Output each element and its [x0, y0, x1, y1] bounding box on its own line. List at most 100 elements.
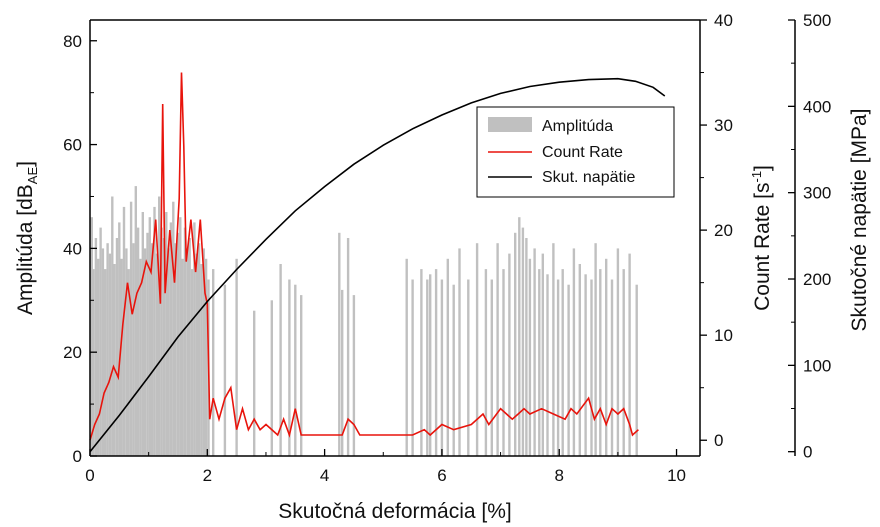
count-rate-axis-sup: -1: [749, 171, 764, 183]
amplitude-axis-ticks: 0 20 40 60 80: [63, 32, 97, 466]
stress-tick-label: 100: [803, 356, 831, 375]
amplitude-bar: [97, 258, 100, 456]
x-axis-title: Skutočná deformácia [%]: [278, 500, 511, 523]
count-rate-tick-label: 40: [714, 11, 733, 30]
count-rate-tick-label: 10: [714, 326, 733, 345]
amplitude-bar: [132, 243, 135, 456]
amplitude-bar: [162, 238, 166, 456]
amplitude-bar: [420, 269, 423, 456]
amplitude-bar: [584, 274, 587, 456]
amplitude-bar: [541, 253, 544, 456]
amplitude-bar: [514, 232, 517, 456]
amplitude-bar: [467, 279, 470, 456]
stress-tick-label: 200: [803, 270, 831, 289]
x-tick-label: 6: [437, 466, 446, 485]
amplitude-bar: [538, 269, 541, 456]
count-rate-line: [89, 72, 639, 441]
amplitude-bar: [508, 253, 511, 456]
amplitude-bar: [572, 248, 576, 456]
count-rate-axis-ticks: 0 10 20 30 40: [700, 11, 733, 450]
amplitude-bar: [567, 284, 570, 456]
amplitude-bar: [113, 264, 116, 456]
amplitude-bar: [179, 217, 182, 456]
amplitude-bar: [484, 269, 488, 456]
count-rate-tick-label: 20: [714, 221, 733, 240]
amplitude-bar: [440, 279, 444, 456]
amplitude-bar: [195, 253, 198, 456]
amplitude-axis-sub: AE: [25, 167, 40, 185]
amplitude-bar: [475, 243, 479, 456]
amplitude-bar: [183, 227, 187, 456]
amplitude-tick-label: 0: [73, 447, 82, 466]
amplitude-bar: [411, 279, 414, 456]
x-tick-label: 2: [203, 466, 212, 485]
amplitude-bar: [141, 212, 144, 456]
count-rate-axis-close: ]: [751, 165, 774, 171]
amplitude-bar: [446, 258, 449, 456]
amplitude-bars: [90, 186, 638, 456]
amplitude-bar: [172, 201, 175, 456]
amplitude-bar: [561, 269, 564, 456]
stress-tick-label: 400: [803, 97, 831, 116]
amplitude-bar: [134, 186, 137, 456]
amplitude-bar: [146, 232, 149, 456]
amplitude-bar: [610, 279, 614, 456]
amplitude-bar: [94, 238, 98, 456]
amplitude-bar: [129, 201, 133, 456]
amplitude-bar: [174, 243, 177, 456]
legend-swatch-amplitude: [488, 117, 532, 132]
stress-tick-label: 0: [803, 443, 812, 462]
amplitude-bar: [101, 248, 105, 456]
amplitude-bar: [181, 258, 184, 456]
amplitude-bar: [167, 248, 170, 456]
x-tick-label: 4: [320, 466, 329, 485]
amplitude-bar: [92, 269, 95, 456]
amplitude-bar: [525, 238, 528, 456]
amplitude-bar: [521, 227, 525, 456]
amplitude-bar: [429, 274, 432, 456]
amplitude-bar: [496, 243, 499, 456]
amplitude-bar: [106, 243, 109, 456]
legend-label-count-rate: Count Rate: [542, 144, 623, 161]
amplitude-bar: [533, 248, 536, 456]
amplitude-bar: [346, 238, 350, 456]
amplitude-bar: [628, 253, 631, 456]
amplitude-bar: [270, 300, 273, 456]
x-tick-label: 8: [554, 466, 563, 485]
amplitude-bar: [143, 248, 147, 456]
amplitude-bar: [200, 264, 203, 456]
amplitude-bar: [352, 295, 356, 456]
amplitude-bar: [122, 206, 126, 456]
amplitude-bar: [338, 232, 341, 456]
amplitude-bar: [188, 238, 191, 456]
amplitude-bar: [405, 258, 408, 456]
stress-axis-title: Skutočné napätie [MPa]: [848, 109, 871, 332]
count-rate-axis-title: Count Rate [s-1]: [749, 165, 774, 311]
amplitude-tick-label: 20: [63, 343, 82, 362]
amplitude-bar: [546, 274, 549, 456]
x-tick-label: 0: [85, 466, 94, 485]
count-rate-axis-label: Count Rate [s: [751, 183, 774, 311]
amplitude-bar: [155, 253, 159, 456]
amplitude-bar: [169, 222, 173, 456]
amplitude-bar: [193, 222, 196, 456]
amplitude-bar: [605, 258, 608, 456]
amplitude-bar: [279, 264, 282, 456]
stress-curve: [89, 77, 666, 453]
amplitude-bar: [190, 269, 194, 456]
amplitude-bar: [300, 295, 303, 456]
amplitude-axis-label: Amplitúda [dB: [14, 184, 37, 315]
amplitude-axis-title: Amplitúda [dBAE]: [14, 161, 40, 315]
amplitude-bar: [578, 264, 581, 456]
amplitude-tick-label: 60: [63, 136, 82, 155]
amplitude-bar: [202, 248, 205, 456]
legend-label-amplitude: Amplitúda: [542, 118, 613, 135]
amplitude-axis-close: ]: [14, 161, 37, 167]
amplitude-bar: [136, 227, 140, 456]
amplitude-tick-label: 80: [63, 32, 82, 51]
amplitude-bar: [528, 258, 532, 456]
amplitude-bar: [139, 258, 142, 456]
amplitude-bar: [235, 258, 238, 456]
amplitude-bar: [294, 284, 297, 456]
